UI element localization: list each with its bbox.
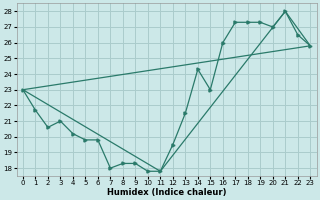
X-axis label: Humidex (Indice chaleur): Humidex (Indice chaleur) bbox=[107, 188, 226, 197]
